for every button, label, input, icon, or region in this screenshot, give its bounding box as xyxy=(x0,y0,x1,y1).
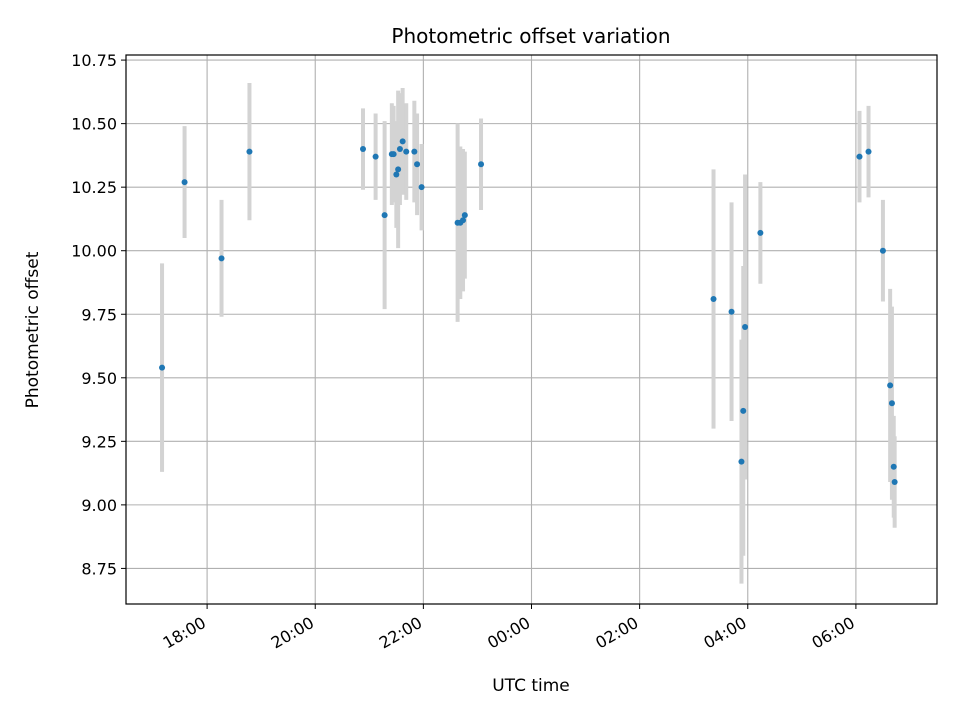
data-point xyxy=(742,323,749,330)
y-axis-ticks: 8.75 9.00 9.25 9.50 9.75 10.00 10.25 10.50 10.75 xyxy=(71,51,126,578)
data-point xyxy=(888,400,895,407)
y-tick-label: 10.25 xyxy=(71,178,117,197)
data-point xyxy=(461,212,468,219)
data-point xyxy=(740,407,747,414)
data-point xyxy=(181,179,188,186)
data-point xyxy=(738,458,745,465)
y-tick-label: 10.75 xyxy=(71,51,117,70)
grid-lines xyxy=(126,55,937,604)
y-tick-label: 9.25 xyxy=(81,432,117,451)
y-tick-label: 9.00 xyxy=(81,496,117,515)
data-points xyxy=(159,138,898,485)
data-point xyxy=(418,184,425,191)
data-point xyxy=(399,138,406,145)
data-point xyxy=(887,382,894,389)
data-point xyxy=(372,153,379,160)
data-point xyxy=(710,296,717,302)
data-point xyxy=(728,308,735,315)
data-point xyxy=(218,255,225,262)
y-tick-label: 8.75 xyxy=(81,559,117,578)
data-point xyxy=(460,217,467,224)
data-point xyxy=(890,463,897,470)
data-point xyxy=(865,148,872,155)
y-tick-label: 9.50 xyxy=(81,369,117,388)
data-point xyxy=(891,479,898,485)
data-point xyxy=(856,153,863,160)
data-point xyxy=(390,151,397,158)
x-axis-label: UTC time xyxy=(492,676,570,696)
y-axis-label: Photometric offset xyxy=(23,251,43,408)
chart-title: Photometric offset variation xyxy=(391,24,670,48)
data-point xyxy=(757,229,764,236)
data-point xyxy=(478,161,485,168)
data-point xyxy=(359,146,366,153)
data-point xyxy=(395,166,402,173)
data-point xyxy=(411,148,418,155)
data-point xyxy=(381,212,388,219)
data-point xyxy=(159,364,166,371)
y-tick-label: 10.00 xyxy=(71,242,117,261)
data-point xyxy=(393,171,400,178)
data-point xyxy=(403,148,410,155)
y-tick-label: 9.75 xyxy=(81,305,117,324)
data-point xyxy=(396,146,403,153)
y-tick-label: 10.50 xyxy=(71,115,117,134)
data-point xyxy=(414,161,421,168)
data-point xyxy=(246,148,253,155)
data-point xyxy=(879,247,886,254)
